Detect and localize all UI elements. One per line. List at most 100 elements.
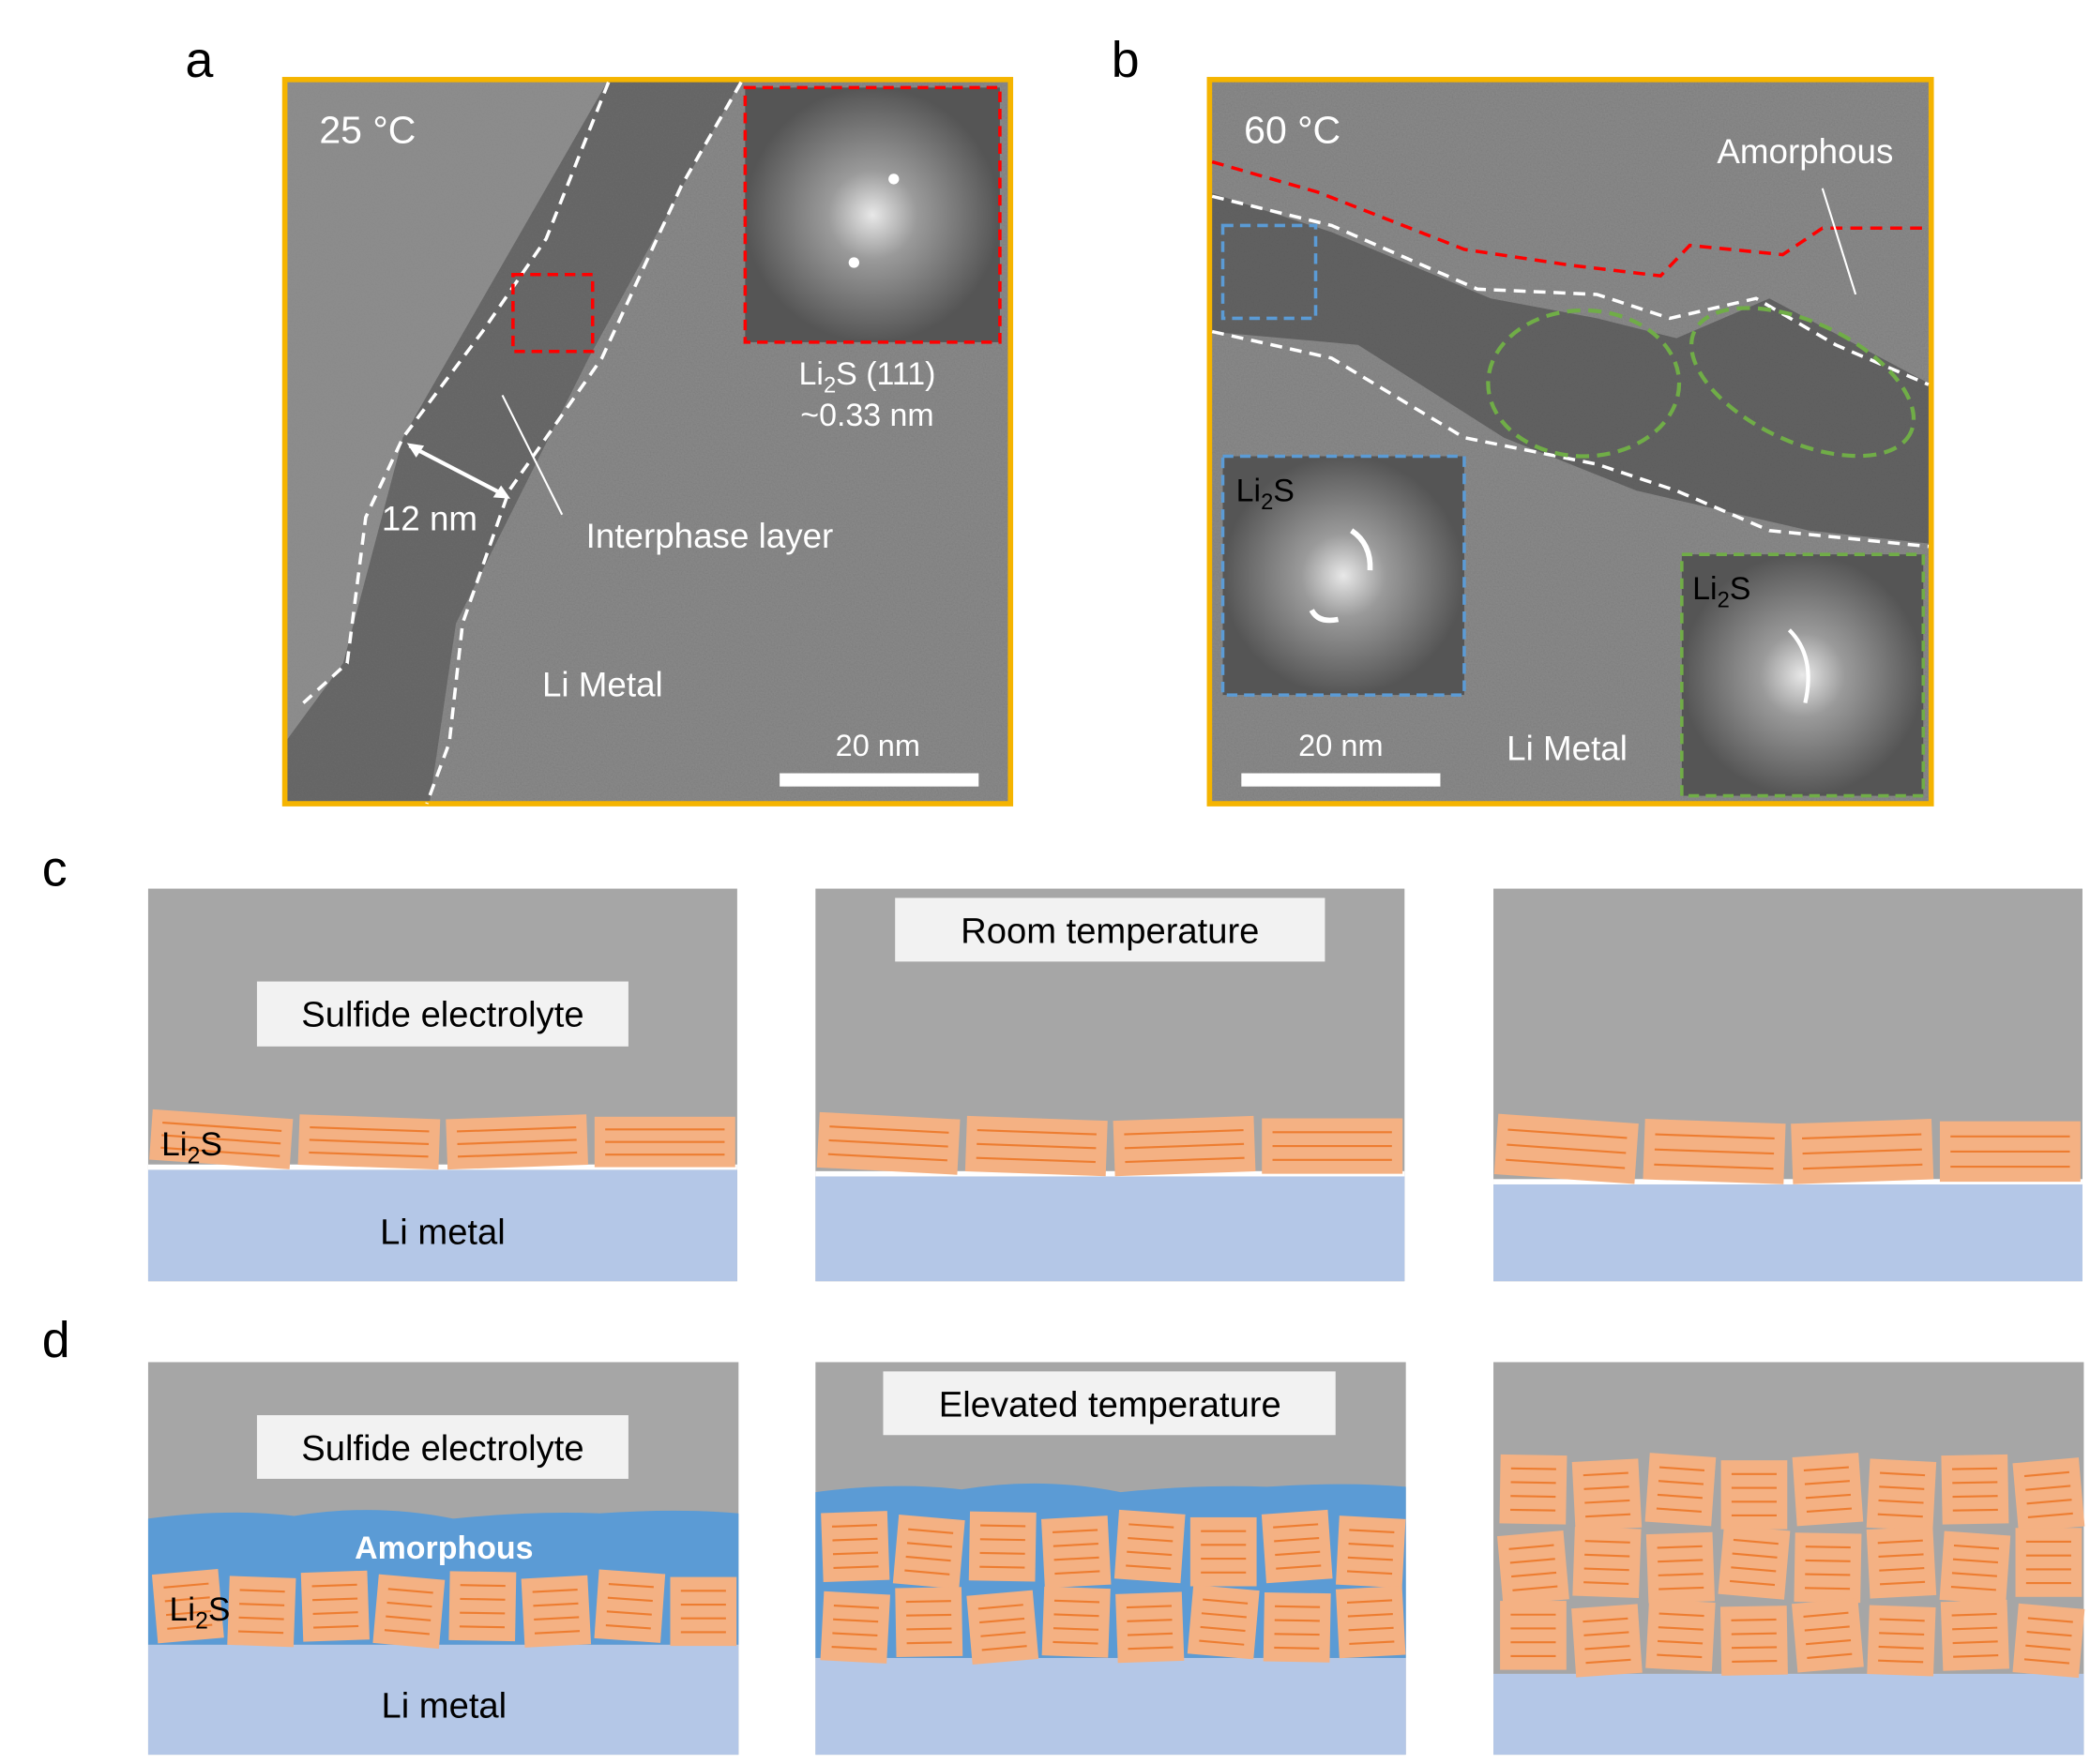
interphase-pointer: [501, 394, 564, 516]
lattice-line: [1054, 1570, 1100, 1576]
li2s-crystal-block: [1645, 1599, 1716, 1672]
li2s-crystal-fill: [670, 1576, 737, 1647]
electrolyte-label-box-c: [256, 981, 629, 1047]
lattice-line: [457, 1125, 577, 1133]
tem-image-a: [284, 79, 1011, 805]
scale-bar-label-a: 20 nm: [836, 729, 920, 762]
li2s-crystal-fill: [895, 1587, 963, 1658]
li2s-crystal-fill: [300, 1570, 370, 1642]
panel-label-a: a: [186, 32, 214, 88]
condition-label-d: Elevated temperature: [939, 1384, 1281, 1425]
lattice-line: [1654, 1148, 1775, 1155]
lattice-line: [460, 1597, 506, 1601]
lattice-line: [1274, 1646, 1320, 1650]
frame-a: [281, 77, 1014, 807]
lattice-line: [238, 1616, 284, 1621]
lattice-line: [1127, 1550, 1173, 1557]
li2s-crystal-block: [1867, 1605, 1936, 1677]
scale-bar-a: [780, 773, 979, 787]
lattice-line: [1126, 1605, 1173, 1609]
li2s-crystal-block: [1263, 1591, 1331, 1663]
lattice-line: [1804, 1480, 1850, 1485]
li2s-crystal-block: [1497, 1530, 1569, 1606]
li2s-crystal-block: [2012, 1603, 2085, 1679]
lattice-line: [1201, 1612, 1247, 1619]
li2s-crystal-block: [816, 1111, 961, 1175]
li2s-crystal-block: [149, 1108, 294, 1169]
li2s-crystal-fill: [1718, 1525, 1791, 1600]
schematic-room-temperature: [147, 888, 2082, 1282]
lattice-line: [908, 1528, 954, 1534]
lattice-line: [1802, 1148, 1922, 1155]
lattice-line: [1053, 1640, 1098, 1645]
lattice-line: [1508, 1544, 1554, 1550]
lattice-line: [1053, 1627, 1099, 1631]
lattice-line: [1803, 1611, 1849, 1618]
lattice-line: [1878, 1499, 1924, 1504]
lattice-line: [1506, 1158, 1626, 1169]
lattice-line: [1658, 1626, 1704, 1631]
lattice-line: [1128, 1536, 1174, 1543]
li2s-crystal-fill: [227, 1576, 296, 1648]
lattice-line: [1879, 1567, 1925, 1572]
lattice-line: [1732, 1646, 1778, 1650]
scale-bar-label-b: 20 nm: [1298, 729, 1383, 762]
lattice-line: [1801, 1133, 1922, 1140]
panel-label-c: c: [42, 841, 68, 897]
li2s-crystal-block: [1939, 1530, 2011, 1605]
li2s-crystal-fill: [892, 1515, 965, 1590]
lattice-line: [1053, 1556, 1099, 1561]
li2s-crystal-block: [966, 1590, 1039, 1666]
lattice-line: [1275, 1550, 1321, 1557]
li2s-crystal-block: [2012, 1457, 2085, 1532]
lattice-line: [828, 1138, 948, 1148]
lattice-line: [981, 1645, 1027, 1651]
schematic-elevated-temperature: [147, 1362, 2085, 1756]
li2s-crystal-block: [892, 1515, 965, 1590]
li2s-crystal-fill: [968, 1511, 1037, 1582]
lattice-line: [1804, 1587, 1851, 1591]
fft-label-green: Li2S: [1692, 571, 1750, 612]
li2s-crystal-block: [448, 1571, 517, 1642]
li-metal-region: [815, 1657, 1406, 1756]
li2s-crystal-block: [1189, 1516, 1257, 1587]
li2s-crystal-fill: [2012, 1457, 2085, 1532]
lattice-line: [1127, 1632, 1174, 1636]
lattice-line: [1511, 1571, 1557, 1578]
li2s-crystal-block: [1187, 1584, 1260, 1660]
lattice-line: [312, 1597, 358, 1602]
li2s-crystal-fill: [1113, 1509, 1186, 1584]
fft-inset-green: [1681, 554, 1924, 796]
lattice-line: [1124, 1142, 1245, 1150]
lattice-line: [1273, 1523, 1319, 1529]
lattice-line: [1125, 1156, 1245, 1164]
lattice-line: [1731, 1566, 1777, 1573]
lattice-line: [1806, 1507, 1853, 1513]
lattice-line: [533, 1602, 579, 1607]
li2s-crystal-block: [820, 1591, 890, 1664]
li2s-crystal-block: [300, 1570, 370, 1642]
li2s-crystal-fill: [1867, 1605, 1936, 1677]
lattice-line: [1805, 1559, 1851, 1562]
lattice-line: [309, 1151, 429, 1158]
electrolyte-label-d: Sulfide electrolyte: [301, 1428, 583, 1469]
li2s-crystal-block: [594, 1116, 735, 1168]
lattice-line: [386, 1601, 432, 1608]
lattice-line: [1658, 1466, 1705, 1471]
lattice-line: [906, 1542, 952, 1548]
amorphous-boundary-red: [1211, 159, 1929, 279]
lattice-line: [313, 1624, 359, 1629]
li-metal-region: [1493, 1673, 2084, 1756]
lattice-line: [1584, 1645, 1630, 1651]
li2s-crystal-fill: [372, 1574, 446, 1650]
temperature-label-a: 25 °C: [319, 109, 416, 152]
lattice-line: [1655, 1133, 1775, 1140]
lattice-line: [1879, 1632, 1925, 1636]
lattice-line: [832, 1551, 879, 1556]
li2s-crystal-block: [297, 1114, 441, 1170]
lattice-line: [979, 1538, 1025, 1542]
lattice-line: [1952, 1626, 1998, 1631]
lattice-line: [311, 1583, 357, 1588]
lattice-line: [977, 1142, 1097, 1150]
lattice-line: [160, 1146, 280, 1157]
